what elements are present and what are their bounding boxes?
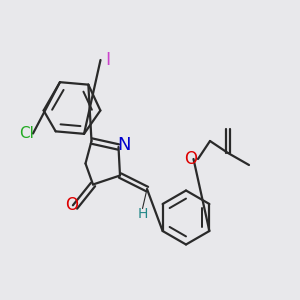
Text: Cl: Cl [20, 126, 34, 141]
Text: I: I [105, 51, 111, 69]
Text: N: N [117, 136, 131, 154]
Text: O: O [184, 150, 197, 168]
Text: H: H [137, 208, 148, 221]
Text: O: O [65, 196, 78, 214]
